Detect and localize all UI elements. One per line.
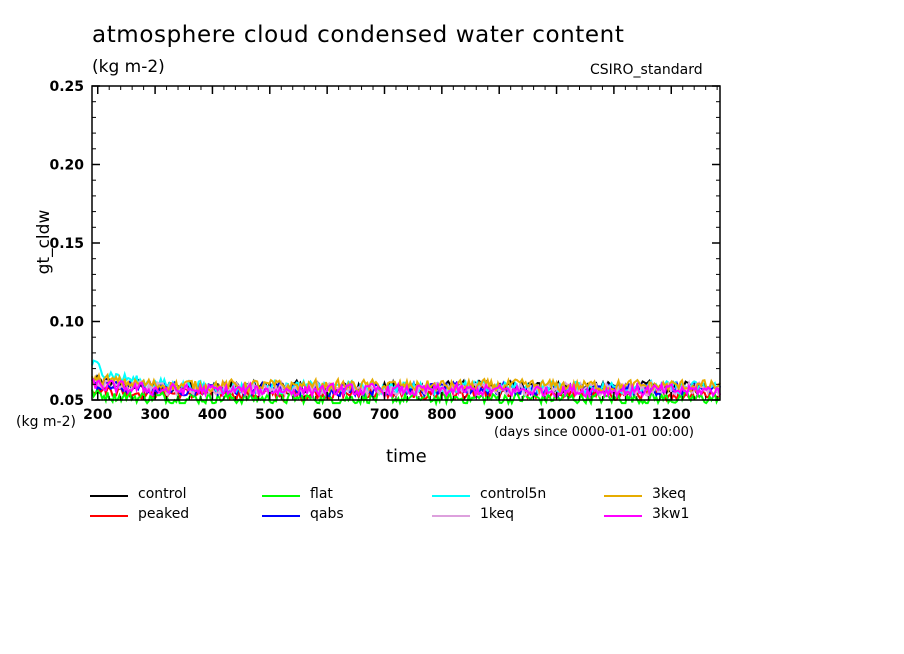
legend-label: flat (310, 486, 333, 502)
y-tick-label: 0.10 (49, 315, 84, 331)
legend-label: control5n (480, 486, 547, 502)
chart-title: atmosphere cloud condensed water content (92, 22, 625, 48)
y-tick-label: 0.20 (49, 158, 84, 174)
x-axis-label: time (386, 446, 427, 467)
x-tick-label: 900 (485, 407, 514, 423)
legend-label: 3kw1 (652, 506, 690, 522)
legend-swatch (432, 515, 470, 517)
legend-swatch (262, 515, 300, 517)
y-axis-units: (kg m-2) (16, 414, 76, 430)
y-tick-label: 0.05 (49, 393, 84, 409)
legend-label: qabs (310, 506, 344, 522)
x-axis-note: (days since 0000-01-01 00:00) (494, 425, 695, 440)
x-tick-label: 700 (370, 407, 399, 423)
legend-swatch (90, 515, 128, 517)
x-tick-label: 600 (313, 407, 342, 423)
legend-swatch (262, 495, 300, 497)
plot-frame (91, 85, 721, 401)
chart-units: (kg m-2) (92, 57, 165, 77)
chart-legend: control peaked flat qabs control5n 1keq 3keq 3k… (90, 486, 790, 530)
x-tick-label: 300 (140, 407, 169, 423)
legend-label: 3keq (652, 486, 687, 502)
legend-swatch (604, 515, 642, 517)
x-tick-label: 1200 (652, 407, 691, 423)
legend-label: peaked (138, 506, 190, 522)
x-tick-label: 800 (427, 407, 456, 423)
x-tick-label: 1000 (537, 407, 576, 423)
x-tick-label: 500 (255, 407, 284, 423)
x-tick-label: 200 (83, 407, 112, 423)
legend-swatch (432, 495, 470, 497)
legend-label: control (138, 486, 187, 502)
y-tick-label: 0.15 (49, 236, 84, 252)
y-tick-label: 0.25 (49, 79, 84, 95)
x-tick-label: 1100 (594, 407, 633, 423)
legend-label: 1keq (480, 506, 515, 522)
source-label: CSIRO_standard (590, 62, 703, 78)
legend-swatch (90, 495, 128, 497)
chart-plot-area: 0.05 0.10 0.15 0.20 0.25 200 300 400 500 600 700 80… (49, 79, 721, 423)
series-line-3kw1 (91, 378, 721, 400)
x-tick-label: 400 (198, 407, 227, 423)
legend-swatch (604, 495, 642, 497)
